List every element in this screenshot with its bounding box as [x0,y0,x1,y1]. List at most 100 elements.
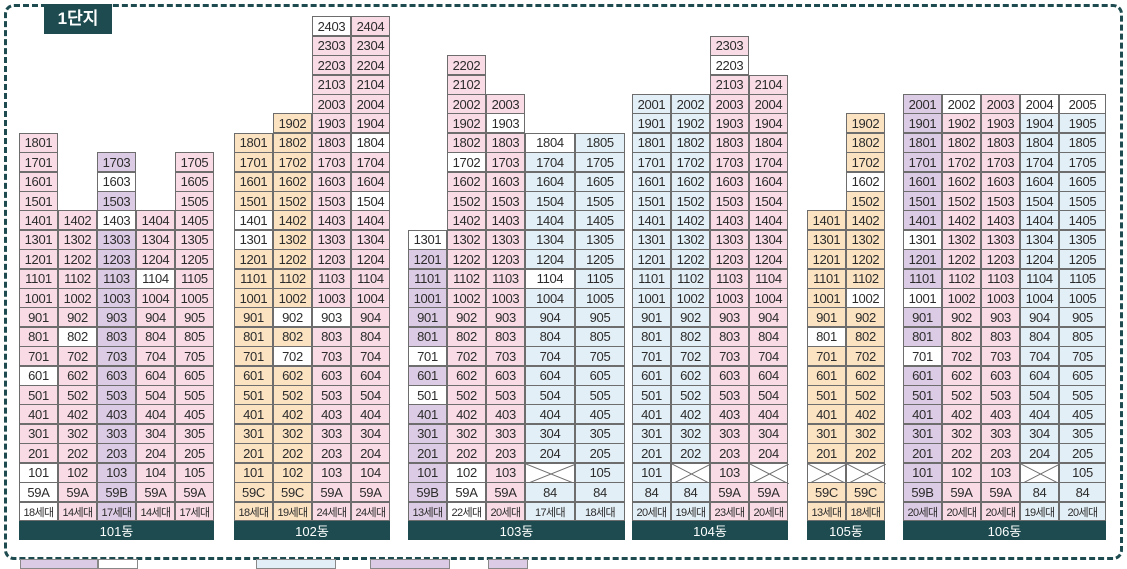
unit-cell: 1202 [846,249,885,270]
unit-cell: 1601 [632,171,671,192]
household-count-cell: 20세대 [749,502,788,521]
unit-cell: 1102 [846,268,885,289]
unit-cell: 2303 [312,35,351,56]
unit-type-cell: 84 [671,482,710,502]
unit-cell: 502 [58,385,97,405]
unit-cell: 105 [175,462,214,483]
unit-cell: 403 [486,404,525,425]
unit-cell: 902 [942,307,981,328]
unit-cell: 501 [903,385,942,405]
unit-cell: 802 [671,326,710,347]
unit-cell: 1605 [1059,171,1106,192]
unit-cell: 2005 [1059,94,1106,114]
unit-cell: 803 [710,326,749,347]
unit-cell: 1304 [525,229,575,250]
unit-cell: 1201 [807,249,846,270]
unit-cell: 1103 [486,268,525,289]
unit-cell: 302 [671,423,710,444]
unit-cell: 1803 [710,132,749,153]
unit-cell: 603 [312,365,351,386]
unit-cell: 902 [671,307,710,328]
unit-cell: 1904 [351,113,390,134]
unit-type-cell: 59A [486,482,525,502]
unit-cell: 302 [846,423,885,444]
unit-cell: 1104 [749,268,788,289]
unit-type-cell: 59A [749,482,788,502]
unit-cell: 101 [903,462,942,483]
unit-cell: 1301 [807,229,846,250]
empty-unit-cell [846,462,886,484]
unit-cell: 403 [710,404,749,425]
unit-cell: 302 [273,423,312,444]
unit-cell: 905 [175,307,214,328]
unit-cell: 1904 [1020,113,1059,134]
unit-cell: 401 [807,404,846,425]
unit-cell: 402 [846,404,885,425]
unit-cell: 202 [273,443,312,464]
unit-cell: 1803 [486,132,525,153]
unit-cell: 802 [273,326,312,347]
unit-type-cell: 84 [1020,482,1059,502]
unit-cell: 203 [97,443,136,464]
unit-cell: 301 [632,423,671,444]
unit-cell: 203 [312,443,351,464]
unit-cell: 901 [807,307,846,328]
unit-cell: 604 [749,365,788,386]
unit-cell: 501 [408,385,447,405]
unit-cell: 103 [312,462,351,483]
unit-cell: 2303 [710,35,749,56]
unit-cell: 1701 [19,152,58,173]
unit-cell: 2103 [710,74,749,95]
unit-cell: 403 [981,404,1020,425]
unit-cell: 101 [19,462,58,483]
unit-cell: 2202 [447,55,486,76]
unit-cell: 1102 [942,268,981,289]
unit-type-cell: 59A [942,482,981,502]
unit-cell: 1804 [1020,132,1059,153]
household-count-cell: 18세대 [575,502,625,521]
unit-cell: 2004 [1020,94,1059,114]
unit-cell: 103 [981,462,1020,483]
unit-cell: 705 [175,346,214,367]
unit-cell: 601 [408,365,447,386]
unit-cell: 702 [58,346,97,367]
unit-type-cell: 59A [981,482,1020,502]
unit-cell: 301 [19,423,58,444]
unit-cell: 904 [525,307,575,328]
unit-cell: 504 [525,385,575,405]
unit-cell: 1602 [273,171,312,192]
unit-cell: 1604 [749,171,788,192]
unit-cell: 602 [942,365,981,386]
unit-type-cell: 59C [807,482,846,502]
unit-cell: 1201 [408,249,447,270]
unit-cell: 1305 [175,229,214,250]
unit-cell: 904 [749,307,788,328]
unit-cell: 1605 [575,171,625,192]
unit-cell: 2003 [312,94,351,114]
building-label: 103동 [408,521,625,540]
unit-cell: 502 [846,385,885,405]
unit-cell: 1501 [19,191,58,211]
unit-cell: 702 [273,346,312,367]
unit-cell: 1102 [671,268,710,289]
unit-type-cell: 59C [234,482,273,502]
unit-cell: 1302 [58,229,97,250]
household-count-cell: 19세대 [1020,502,1059,521]
unit-cell: 1801 [903,132,942,153]
unit-cell: 901 [19,307,58,328]
unit-cell: 802 [58,326,97,347]
unit-cell: 1505 [1059,191,1106,211]
unit-cell: 1803 [312,132,351,153]
unit-cell: 103 [486,462,525,483]
unit-cell: 503 [97,385,136,405]
empty-unit-cell [1020,462,1060,484]
unit-cell: 2102 [447,74,486,95]
unit-cell: 901 [408,307,447,328]
unit-cell: 1402 [942,210,981,231]
unit-cell: 1905 [1059,113,1106,134]
unit-cell: 801 [19,326,58,347]
unit-cell: 1503 [710,191,749,211]
unit-cell: 502 [273,385,312,405]
unit-type-cell: 59A [710,482,749,502]
